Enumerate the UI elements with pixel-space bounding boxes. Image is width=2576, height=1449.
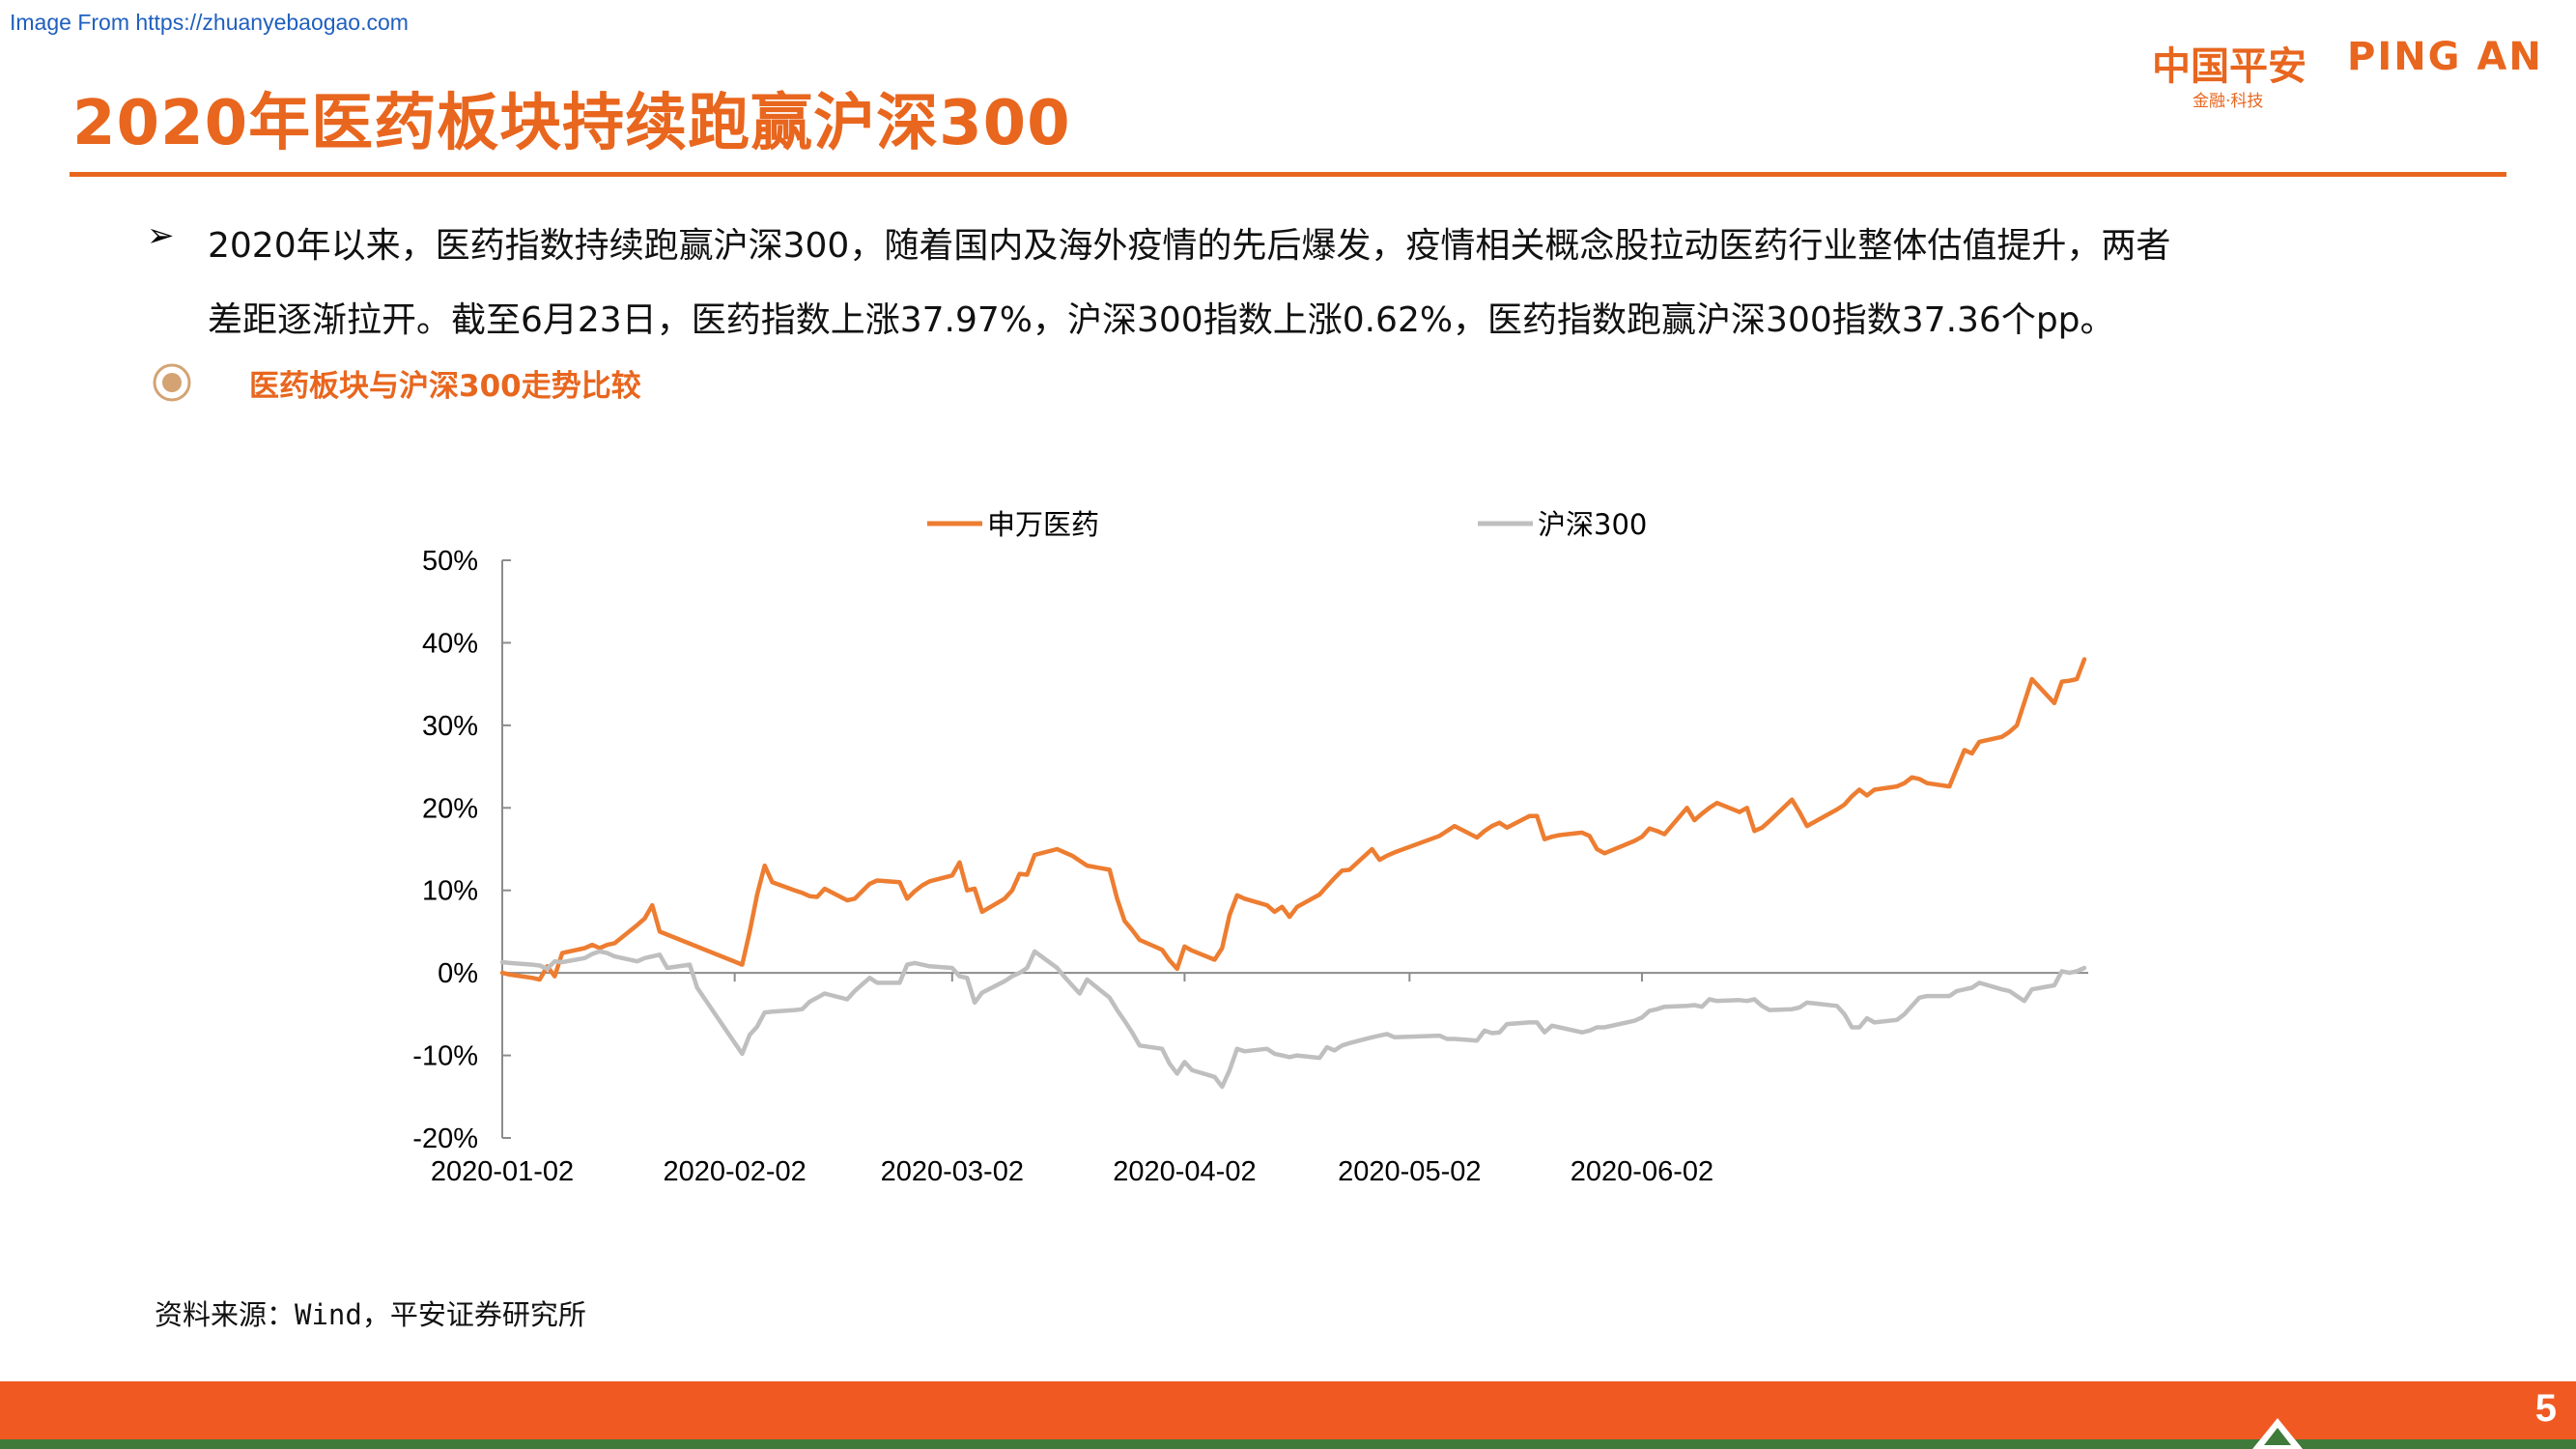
y-tick-label: 50% <box>422 546 478 577</box>
series-line-1 <box>499 657 2087 982</box>
logo-english-text: PING AN <box>2347 35 2543 79</box>
y-tick-label: -20% <box>412 1123 478 1154</box>
bullet-paragraph: 2020年以来，医药指数持续跑赢沪深300，随着国内及海外疫情的先后爆发，疫情相… <box>208 209 2458 357</box>
source-watermark: Image From https://zhuanyebaogao.com <box>10 10 409 35</box>
footer-bar <box>0 1381 2576 1439</box>
line-chart: 申万医药 沪深300 50%40%30%20%10%0%-10%-20%2020-… <box>412 508 2088 1187</box>
chart-legend: 申万医药 沪深300 <box>927 508 1647 541</box>
y-tick-label: 20% <box>422 793 478 824</box>
logo-chinese-text: 中国平安 <box>2152 44 2307 89</box>
bullet-line-2: 差距逐渐拉开。截至6月23日，医药指数上涨37.97%，沪深300指数上涨0.6… <box>208 300 2115 340</box>
x-tick-label: 2020-03-02 <box>881 1156 1024 1187</box>
slide-title: 2020年医药板块持续跑赢沪深300 <box>72 88 1071 159</box>
logo-tagline: 金融·科技 <box>2193 92 2264 111</box>
y-tick-label: 10% <box>422 876 478 907</box>
y-tick-label: -10% <box>412 1041 478 1072</box>
x-tick-label: 2020-02-02 <box>663 1156 806 1187</box>
target-circle-icon <box>153 363 191 402</box>
x-tick-label: 2020-05-02 <box>1338 1156 1481 1187</box>
y-tick-label: 30% <box>422 711 478 742</box>
bullet-line-1: 2020年以来，医药指数持续跑赢沪深300，随着国内及海外疫情的先后爆发，疫情相… <box>208 226 2171 266</box>
page-number: 5 <box>2534 1387 2557 1430</box>
x-tick-label: 2020-04-02 <box>1113 1156 1256 1187</box>
footer-logo-icon <box>2252 1418 2303 1449</box>
y-tick-label: 0% <box>438 958 478 989</box>
chart-heading: 医药板块与沪深300走势比较 <box>249 369 641 404</box>
chart-series <box>499 657 2087 1090</box>
y-tick-label: 40% <box>422 628 478 659</box>
data-source-note: 资料来源：Wind，平安证券研究所 <box>155 1298 586 1331</box>
title-underline <box>70 172 2506 177</box>
x-tick-label: 2020-01-02 <box>431 1156 574 1187</box>
chart-axes: 50% 40% 30% 20% 10% 0% -10% -20%2020-01-02 2020-… <box>412 546 2088 1187</box>
x-tick-label: 2020-06-02 <box>1571 1156 1713 1187</box>
legend-label: 沪深300 <box>1538 508 1647 541</box>
legend-label: 申万医药 <box>987 508 1099 541</box>
footer-stripe <box>0 1439 2576 1449</box>
bullet-arrow-icon: ➢ <box>147 216 175 255</box>
series-line-2 <box>499 949 2087 1090</box>
